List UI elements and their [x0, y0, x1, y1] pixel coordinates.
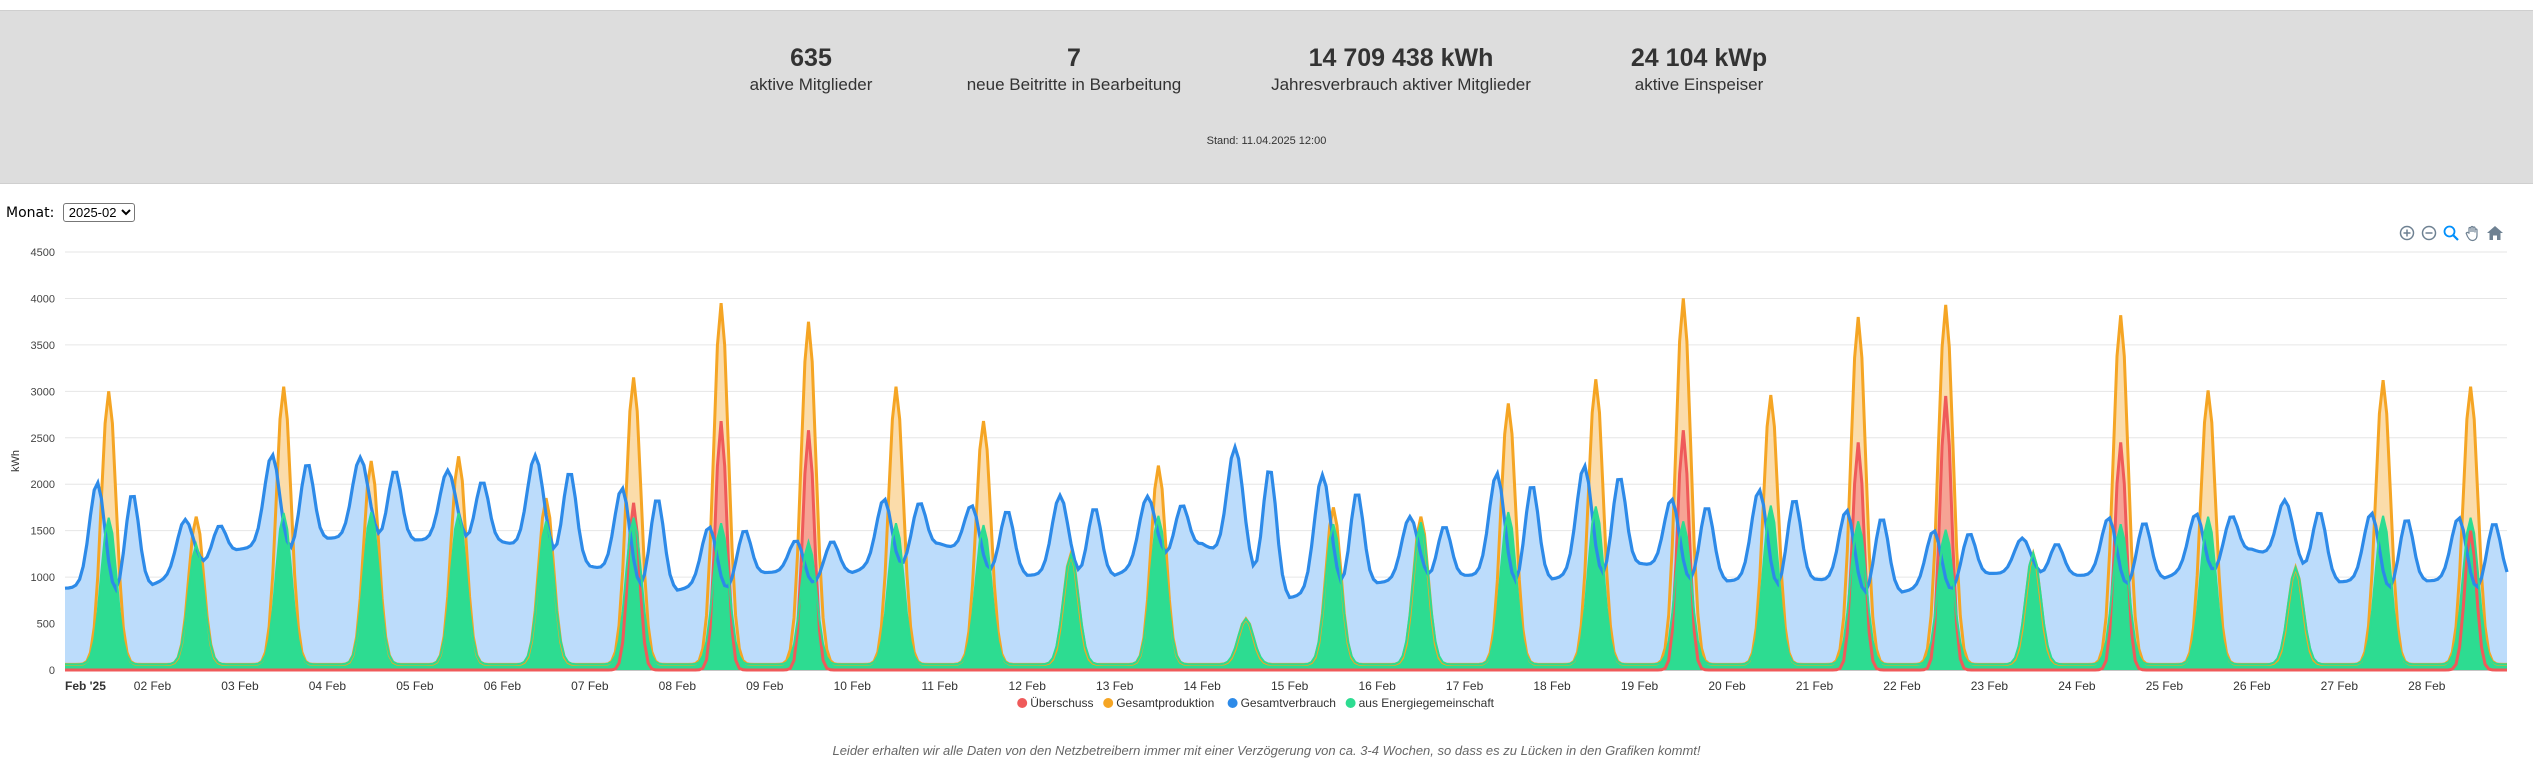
ueberschuss-line: [65, 395, 2507, 672]
x-tick-label: 18 Feb: [1533, 679, 1571, 693]
x-axis-ticks: Feb '25 02 Feb 03 Feb 04 Feb 05 Feb 06 Feb 07 …: [65, 679, 2446, 693]
series-lines: [64, 298, 2509, 672]
y-axis-label: kWh: [10, 450, 22, 472]
home-icon[interactable]: [2486, 224, 2504, 242]
x-tick-label: 06 Feb: [484, 679, 522, 693]
x-tick-label: 17 Feb: [1446, 679, 1484, 693]
x-tick-label: 09 Feb: [746, 679, 784, 693]
legend-label: Gesamtverbrauch: [1241, 696, 1336, 710]
x-tick-label: 10 Feb: [834, 679, 872, 693]
x-tick-label: 25 Feb: [2146, 679, 2184, 693]
x-tick-label: 28 Feb: [2408, 679, 2446, 693]
legend-item[interactable]: Überschuss: [1017, 696, 1094, 710]
zoom-in-icon[interactable]: [2398, 224, 2416, 242]
y-tick-label: 0: [49, 665, 55, 677]
y-tick-label: 3500: [31, 340, 55, 352]
y-tick-label: 3000: [31, 386, 55, 398]
month-select[interactable]: 2025-02: [62, 203, 135, 222]
kpi-value: 14 709 438 kWh: [1308, 44, 1494, 72]
legend-item[interactable]: Gesamtproduktion: [1103, 696, 1214, 710]
x-tick-label: 13 Feb: [1096, 679, 1134, 693]
y-tick-label: 2500: [31, 433, 55, 445]
x-tick-label: 15 Feb: [1271, 679, 1309, 693]
x-tick-label: 07 Feb: [571, 679, 609, 693]
x-tick-label: 03 Feb: [221, 679, 259, 693]
pan-hand-icon[interactable]: [2464, 224, 2482, 242]
kpi-label: aktive Einspeiser: [1634, 75, 1764, 94]
stand-timestamp: Stand: 11.04.2025 12:00: [1206, 135, 1327, 147]
legend-label: Gesamtproduktion: [1116, 696, 1214, 710]
legend-marker: [1103, 698, 1114, 708]
y-tick-label: 4500: [31, 247, 55, 259]
x-tick-label: 24 Feb: [2058, 679, 2096, 693]
kpi-label: aktive Mitglieder: [749, 75, 873, 94]
kpi-aktive-mitglieder: 635 aktive Mitglieder: [750, 43, 873, 97]
legend-marker: [1017, 698, 1028, 708]
kpi-value: 7: [1067, 44, 1081, 72]
kpi-label: neue Beitritte in Bearbeitung: [966, 75, 1182, 94]
x-tick-label: 20 Feb: [1708, 679, 1746, 693]
y-axis-ticks: 0 500 1000 1500 2000 2500 3000 3500 4000 4500: [31, 247, 55, 677]
selection-zoom-icon[interactable]: [2442, 224, 2460, 242]
series-areas: [65, 298, 2507, 670]
energy-chart: 0 500 1000 1500 2000 2500 3000 3500 4000 4500 Feb…: [10, 247, 2509, 710]
kpi-value: 635: [790, 44, 832, 72]
chart-legend: Überschuss Gesamtproduktion Gesamtverbrauc…: [1017, 696, 1495, 710]
kpi-band: 635 aktive Mitglieder 7 neue Beitritte i…: [0, 10, 2533, 184]
kpi-aktive-einspeiser: 24 104 kWp aktive Einspeiser: [1631, 43, 1767, 97]
kpi-neue-beitritte: 7 neue Beitritte in Bearbeitung: [967, 43, 1182, 97]
gesamtverbrauch-line: [64, 441, 2509, 600]
x-tick-label: 26 Feb: [2233, 679, 2271, 693]
x-tick-label: 02 Feb: [134, 679, 172, 693]
legend-item[interactable]: aus Energiegemeinschaft: [1345, 696, 1495, 710]
x-tick-label: Feb '25: [65, 679, 106, 693]
y-tick-label: 1000: [31, 572, 55, 584]
x-tick-label: 16 Feb: [1358, 679, 1396, 693]
x-tick-label: 23 Feb: [1971, 679, 2009, 693]
zoom-out-icon[interactable]: [2420, 224, 2438, 242]
energiegemeinschaft-area: [65, 505, 2507, 670]
x-tick-label: 22 Feb: [1883, 679, 1921, 693]
x-tick-label: 27 Feb: [2321, 679, 2359, 693]
x-tick-label: 14 Feb: [1183, 679, 1221, 693]
x-tick-label: 04 Feb: [309, 679, 347, 693]
x-tick-label: 08 Feb: [659, 679, 697, 693]
kpi-value: 24 104 kWp: [1630, 44, 1768, 72]
data-delay-note: Leider erhalten wir alle Daten von den N…: [832, 743, 1701, 758]
legend-label: aus Energiegemeinschaft: [1359, 696, 1495, 710]
x-tick-label: 21 Feb: [1796, 679, 1834, 693]
month-selector: Monat: 2025-02: [6, 203, 135, 222]
y-tick-label: 1500: [31, 526, 55, 538]
legend-item[interactable]: Gesamtverbrauch: [1227, 696, 1336, 710]
y-tick-label: 4000: [31, 293, 55, 305]
legend-marker: [1345, 698, 1356, 708]
kpi-jahresverbrauch: 14 709 438 kWh Jahresverbrauch aktiver M…: [1271, 43, 1531, 97]
energiegemeinschaft-line: [65, 505, 2507, 666]
y-tick-label: 500: [37, 619, 55, 631]
x-tick-label: 05 Feb: [396, 679, 434, 693]
legend-marker: [1227, 698, 1238, 708]
month-label: Monat:: [6, 205, 55, 221]
x-tick-label: 12 Feb: [1009, 679, 1047, 693]
kpi-label: Jahresverbrauch aktiver Mitglieder: [1271, 75, 1531, 94]
x-tick-label: 19 Feb: [1621, 679, 1659, 693]
x-tick-label: 11 Feb: [922, 679, 959, 693]
legend-label: Überschuss: [1030, 696, 1093, 710]
y-tick-label: 2000: [31, 479, 55, 491]
gesamtverbrauch-area: [65, 447, 2507, 670]
